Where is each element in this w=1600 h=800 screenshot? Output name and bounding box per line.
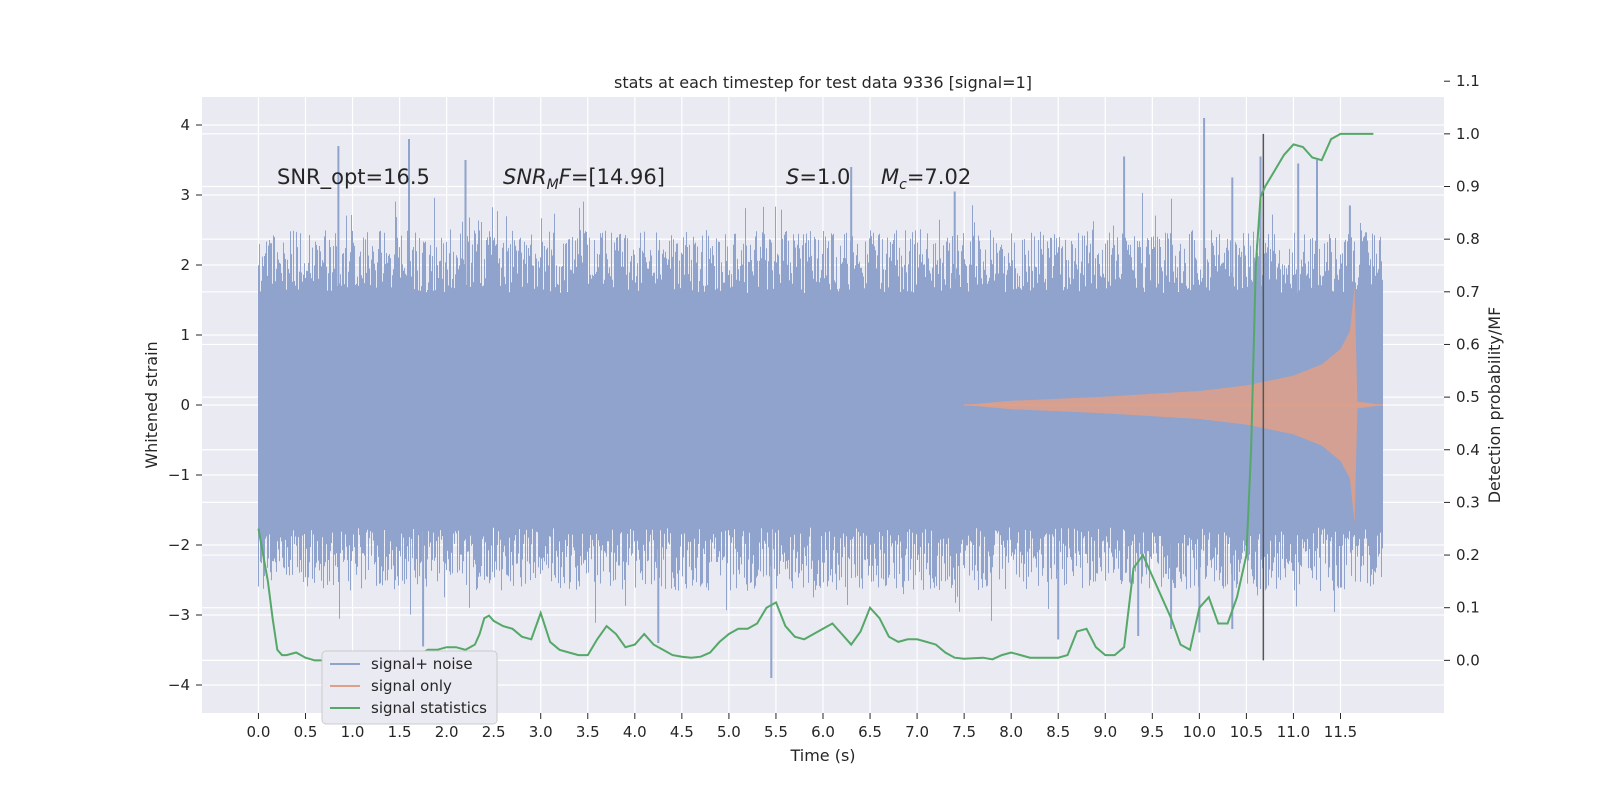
x-tick-label: 5.0 xyxy=(717,723,741,741)
x-axis-label: Time (s) xyxy=(789,746,855,765)
y2-tick-label: 0.1 xyxy=(1456,599,1480,617)
x-tick-label: 0.0 xyxy=(247,723,271,741)
y2-tick-label: 0.6 xyxy=(1456,335,1480,353)
x-tick-label: 8.5 xyxy=(1046,723,1070,741)
y-tick-label: −2 xyxy=(168,536,190,554)
statistics-line xyxy=(257,132,1374,663)
annotation-snr-opt: SNR_opt=16.5 xyxy=(277,165,430,190)
y2-tick-label: 0.3 xyxy=(1456,493,1480,511)
legend: signal+ noise signal only signal statist… xyxy=(321,650,498,725)
x-tick-label: 5.5 xyxy=(764,723,788,741)
x-tick-label: 10.0 xyxy=(1183,723,1216,741)
y-tick-label: 0 xyxy=(180,396,190,414)
series-signal-only xyxy=(964,286,1383,524)
x-tick-label: 9.5 xyxy=(1140,723,1164,741)
x-tick-label: 7.0 xyxy=(905,723,929,741)
y2-tick-label: 0.2 xyxy=(1456,546,1480,564)
annotation-mc: Mc=7.02 xyxy=(881,165,971,193)
y2-tick-label: 0.8 xyxy=(1456,230,1480,248)
x-tick-label: 2.0 xyxy=(435,723,459,741)
y2-tick-label: 0.5 xyxy=(1456,388,1480,406)
y-tick-label: −1 xyxy=(168,466,190,484)
legend-label-signal-statistics: signal statistics xyxy=(371,699,487,717)
x-tick-label: 11.0 xyxy=(1277,723,1310,741)
x-tick-label: 11.5 xyxy=(1324,723,1357,741)
x-tick-label: 0.5 xyxy=(294,723,318,741)
axes: 0.0 0.5 1.0 1.5 2.0 2.5 3.0 3.5 4.0 4.5 5.0 5.5 6.0 6… xyxy=(168,72,1480,741)
annotation-s: S=1.0 xyxy=(786,165,850,189)
noise-peaks xyxy=(337,118,1351,678)
y2-tick-label: 1.1 xyxy=(1456,72,1480,90)
y-tick-label: 4 xyxy=(180,116,190,134)
legend-label-signal-only: signal only xyxy=(371,677,452,695)
y2-tick-label: 0.4 xyxy=(1456,441,1480,459)
y-tick-label: −4 xyxy=(168,676,190,694)
y-tick-label: 2 xyxy=(180,256,190,274)
annotation-snr-mf: SNRMF=[14.96] xyxy=(503,165,665,193)
x-tick-label: 8.0 xyxy=(999,723,1023,741)
y-axis-label: Whitened strain xyxy=(142,341,161,468)
y-tick-label: 3 xyxy=(180,186,190,204)
x-tick-label: 4.5 xyxy=(670,723,694,741)
y-tick-label: −3 xyxy=(168,606,190,624)
y-tick-label: 1 xyxy=(180,326,190,344)
series-signal-statistics xyxy=(257,132,1374,663)
x-tick-label: 1.0 xyxy=(341,723,365,741)
y2-tick-label: 0.0 xyxy=(1456,651,1480,669)
x-tick-label: 10.5 xyxy=(1230,723,1263,741)
chart-title: stats at each timestep for test data 933… xyxy=(614,73,1032,92)
x-tick-label: 7.5 xyxy=(952,723,976,741)
x-tick-label: 3.5 xyxy=(576,723,600,741)
x-tick-label: 6.5 xyxy=(858,723,882,741)
x-tick-label: 1.5 xyxy=(388,723,412,741)
x-tick-label: 3.0 xyxy=(529,723,553,741)
legend-box xyxy=(321,650,498,725)
y2-tick-label: 1.0 xyxy=(1456,125,1480,143)
x-tick-label: 2.5 xyxy=(482,723,506,741)
y2-tick-label: 0.9 xyxy=(1456,178,1480,196)
x-tick-label: 6.0 xyxy=(811,723,835,741)
x-tick-label: 4.0 xyxy=(623,723,647,741)
y2-axis-label: Detection probability/MF xyxy=(1485,307,1504,504)
legend-label-signal-noise: signal+ noise xyxy=(371,655,473,673)
x-tick-label: 9.0 xyxy=(1093,723,1117,741)
y2-tick-label: 0.7 xyxy=(1456,283,1480,301)
